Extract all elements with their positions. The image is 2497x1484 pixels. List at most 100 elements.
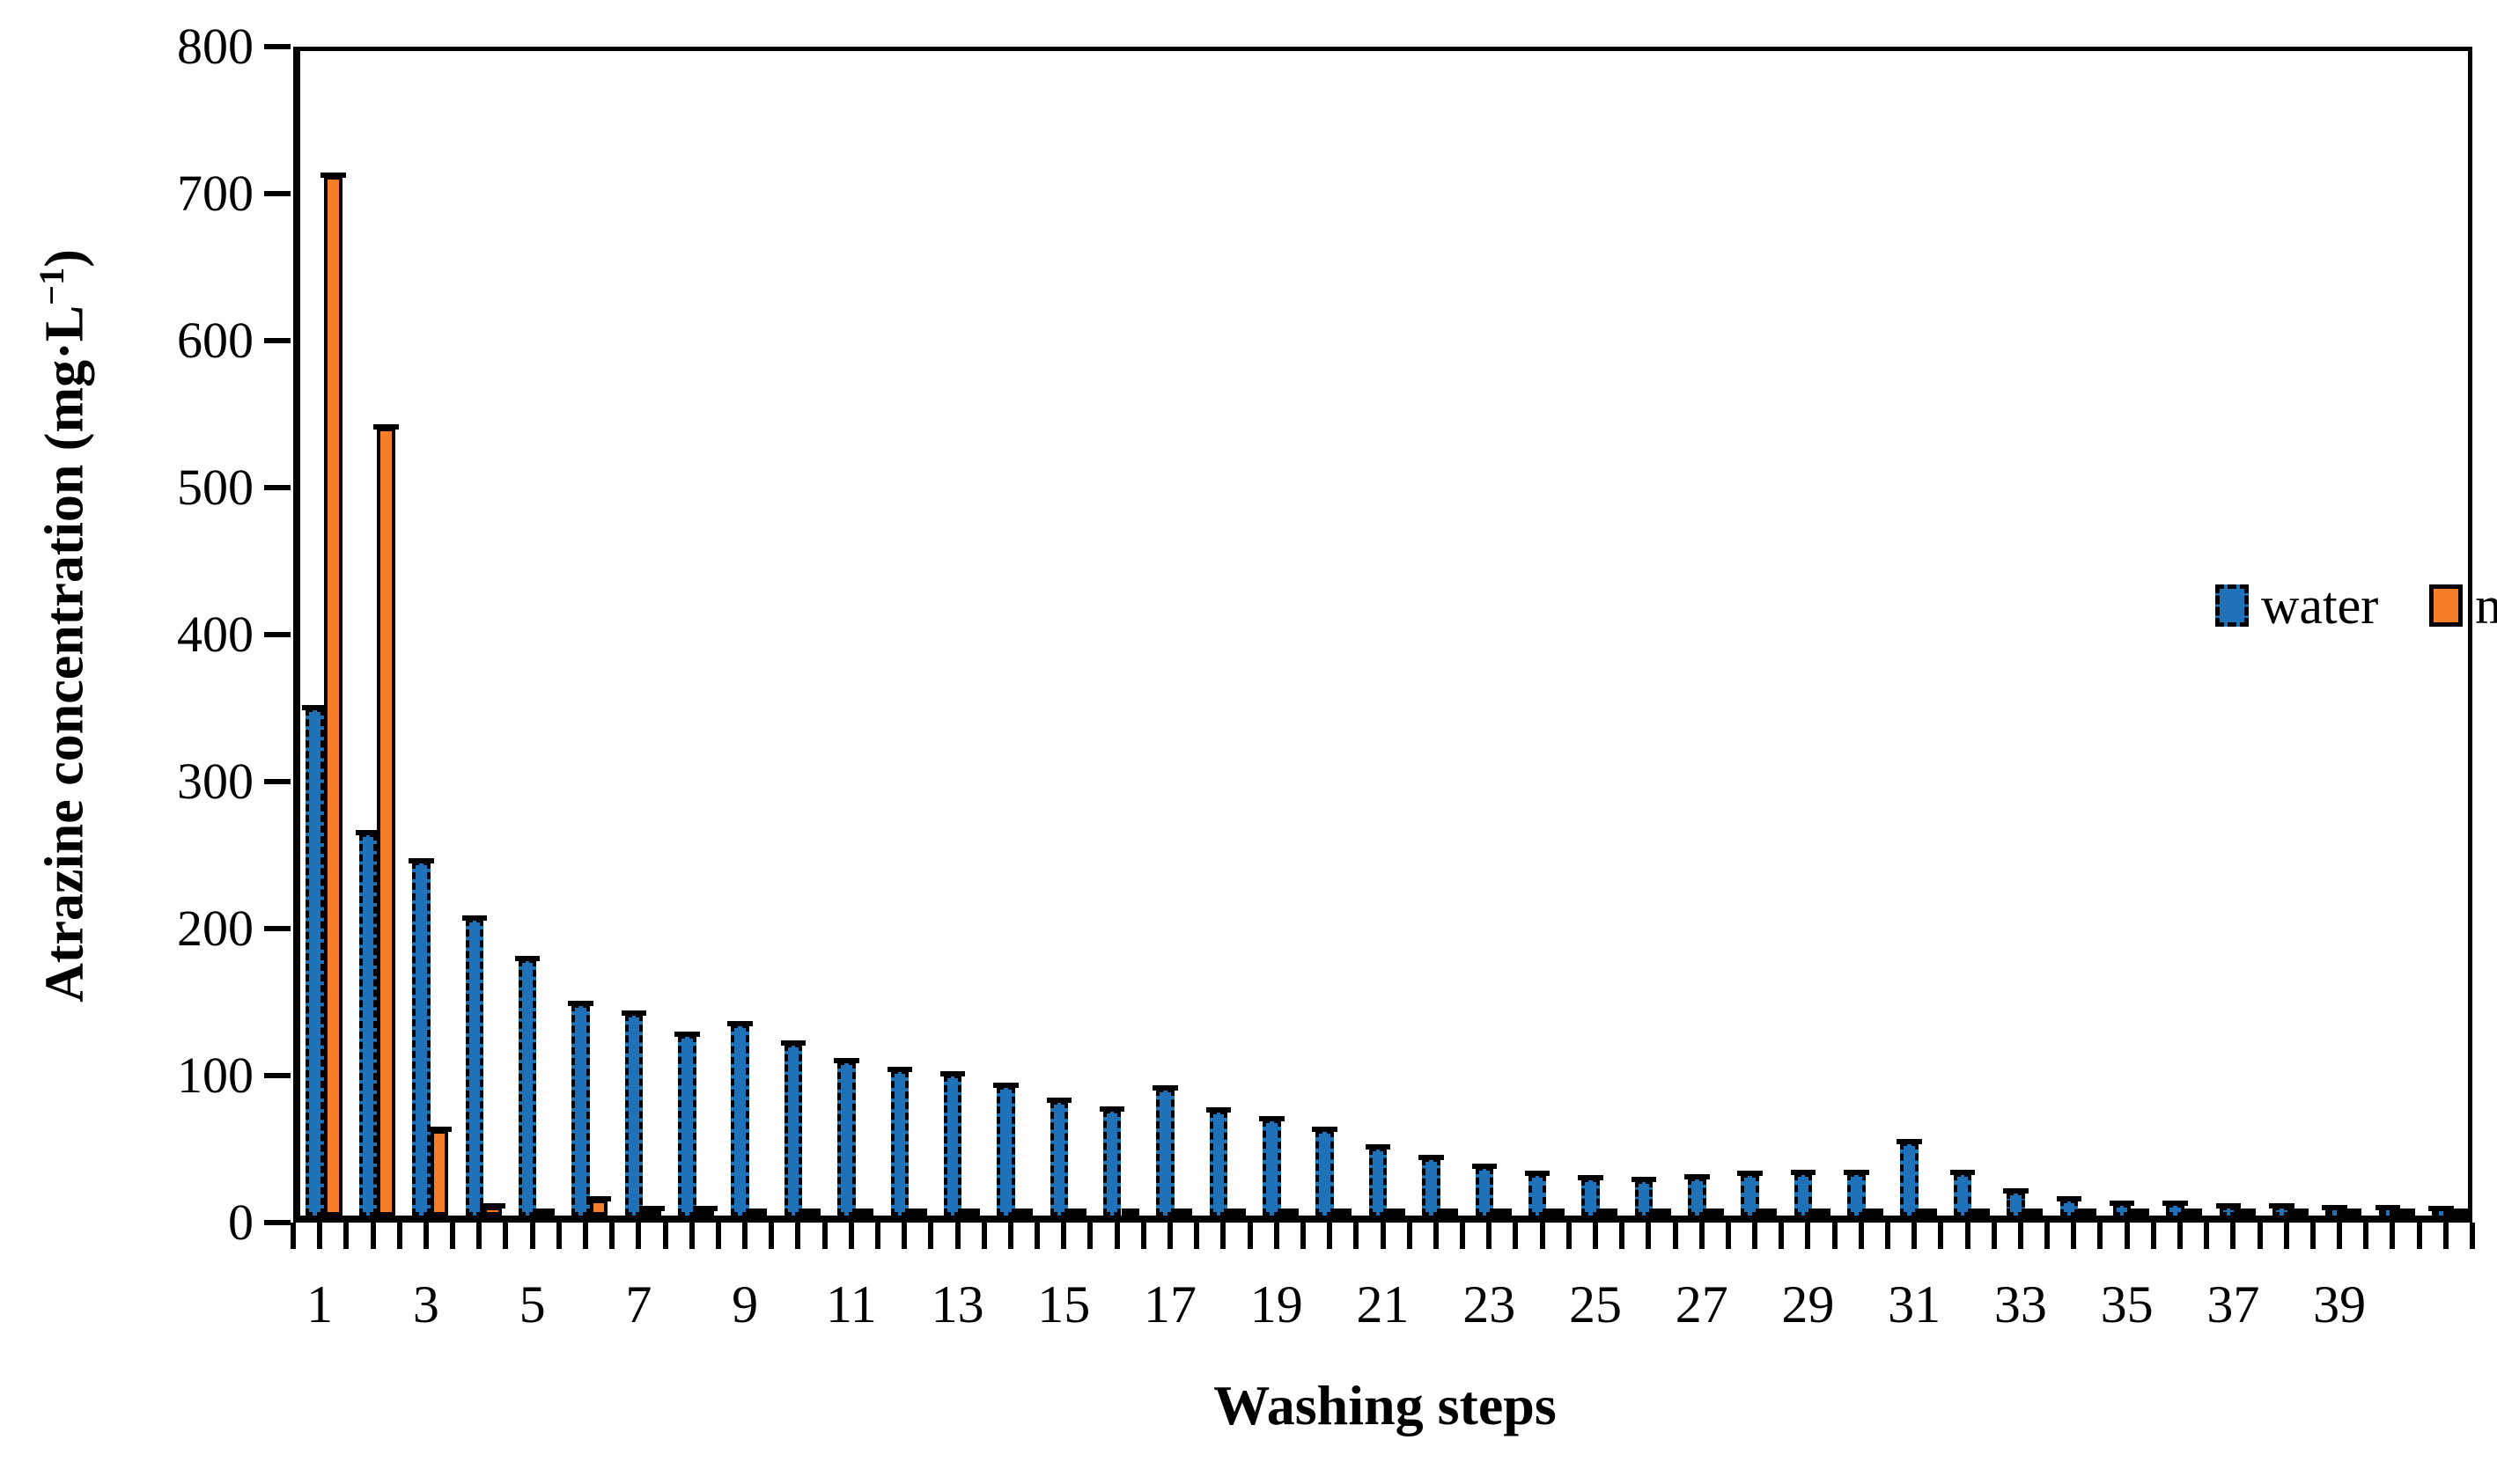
x-tick-20 — [821, 1223, 828, 1249]
water-error-cap-step-7 — [621, 1010, 647, 1017]
meoh-bar-step-24 — [1546, 1209, 1565, 1216]
y-tick-400 — [264, 632, 291, 637]
x-tick-78 — [2363, 1223, 2369, 1249]
x-tick-35 — [1220, 1223, 1226, 1249]
x-tick-60 — [1884, 1223, 1890, 1249]
water-bar-step-37 — [2219, 1206, 2238, 1216]
water-bar-step-28 — [1741, 1174, 1759, 1216]
x-tick-25 — [954, 1223, 961, 1249]
water-error-cap-step-9 — [727, 1020, 753, 1026]
y-axis-title-close-paren: ) — [34, 249, 95, 268]
x-tick-label-17: 17 — [1144, 1275, 1197, 1333]
x-tick-33 — [1167, 1223, 1174, 1249]
water-error-cap-step-15 — [1046, 1097, 1072, 1103]
x-tick-47 — [1539, 1223, 1545, 1249]
water-error-cap-step-27 — [1684, 1173, 1710, 1179]
water-bar-step-35 — [2112, 1203, 2132, 1216]
water-error-cap-step-38 — [2269, 1202, 2294, 1209]
x-tick-15 — [689, 1223, 695, 1249]
water-bar-step-38 — [2272, 1206, 2291, 1216]
meoh-bar-step-33 — [2024, 1209, 2044, 1216]
y-tick-label-400: 400 — [177, 606, 254, 663]
x-tick-label-1: 1 — [306, 1275, 334, 1333]
water-error-cap-step-30 — [1844, 1169, 1869, 1175]
x-tick-13 — [636, 1223, 642, 1249]
legend-label-meoh: meoh — [2475, 577, 2497, 635]
x-tick-28 — [1035, 1223, 1041, 1249]
water-error-cap-step-19 — [1259, 1116, 1285, 1122]
x-tick-39 — [1327, 1223, 1333, 1249]
water-bar-step-30 — [1847, 1172, 1866, 1216]
meoh-bar-step-15 — [1068, 1209, 1086, 1216]
meoh-bar-step-35 — [2131, 1209, 2149, 1216]
x-tick-label-31: 31 — [1888, 1275, 1941, 1333]
x-tick-label-21: 21 — [1356, 1275, 1410, 1333]
meoh-bar-step-16 — [1121, 1209, 1140, 1216]
x-tick-56 — [1779, 1223, 1785, 1249]
x-tick-40 — [1353, 1223, 1359, 1249]
water-error-cap-step-10 — [780, 1040, 807, 1046]
x-tick-50 — [1619, 1223, 1625, 1249]
water-bar-step-14 — [997, 1086, 1015, 1216]
x-tick-label-7: 7 — [625, 1275, 652, 1333]
meoh-bar-step-41 — [2449, 1209, 2469, 1216]
x-tick-68 — [2097, 1223, 2103, 1249]
water-error-cap-step-18 — [1205, 1107, 1232, 1113]
water-bar-step-32 — [1953, 1172, 1972, 1216]
y-tick-200 — [264, 926, 291, 931]
meoh-bar-step-1 — [324, 176, 343, 1216]
meoh-error-cap-step-6 — [586, 1195, 612, 1201]
meoh-bar-step-19 — [1280, 1209, 1300, 1216]
water-error-cap-step-17 — [1153, 1085, 1178, 1091]
x-tick-26 — [981, 1223, 987, 1249]
x-tick-1 — [317, 1223, 323, 1249]
water-error-cap-step-21 — [1365, 1144, 1391, 1150]
x-tick-57 — [1805, 1223, 1811, 1249]
x-tick-11 — [583, 1223, 588, 1249]
x-tick-27 — [1007, 1223, 1013, 1249]
water-bar-step-8 — [678, 1034, 696, 1216]
x-tick-label-37: 37 — [2206, 1275, 2260, 1333]
water-bar-step-34 — [2059, 1199, 2079, 1216]
y-axis-title: Atrazine concentration (mg·L−1) — [32, 36, 95, 1216]
y-tick-label-800: 800 — [177, 18, 254, 75]
water-error-cap-step-31 — [1897, 1138, 1922, 1144]
water-error-cap-step-12 — [887, 1066, 913, 1072]
x-tick-61 — [1911, 1223, 1918, 1249]
meoh-bar-step-5 — [536, 1209, 555, 1216]
x-tick-23 — [902, 1223, 908, 1249]
water-error-cap-step-28 — [1737, 1171, 1763, 1177]
water-error-cap-step-4 — [461, 915, 488, 921]
x-tick-59 — [1858, 1223, 1864, 1249]
x-tick-74 — [2257, 1223, 2263, 1249]
x-tick-19 — [795, 1223, 801, 1249]
water-error-cap-step-41 — [2428, 1206, 2454, 1212]
x-tick-9 — [529, 1223, 535, 1249]
meoh-error-cap-step-8 — [692, 1206, 718, 1212]
water-bar-step-1 — [306, 708, 324, 1216]
water-bar-step-13 — [943, 1074, 962, 1216]
x-tick-52 — [1672, 1223, 1678, 1249]
plot-area: water meoh — [293, 47, 2497, 1223]
water-bar-step-24 — [1528, 1174, 1547, 1216]
y-tick-300 — [264, 779, 291, 784]
meoh-error-cap-step-1 — [320, 173, 346, 179]
meoh-bar-step-31 — [1918, 1209, 1937, 1216]
x-tick-66 — [2044, 1223, 2051, 1249]
water-error-cap-step-40 — [2375, 1204, 2401, 1210]
meoh-bar-step-22 — [1440, 1209, 1459, 1216]
x-tick-70 — [2150, 1223, 2156, 1249]
x-tick-63 — [1964, 1223, 1970, 1249]
x-tick-label-9: 9 — [732, 1275, 759, 1333]
meoh-bar-step-2 — [377, 427, 395, 1216]
y-tick-800 — [264, 44, 291, 49]
x-tick-label-27: 27 — [1675, 1275, 1728, 1333]
x-tick-29 — [1061, 1223, 1067, 1249]
water-error-cap-step-2 — [355, 829, 381, 835]
water-bar-step-12 — [890, 1069, 910, 1216]
legend-label-water: water — [2261, 577, 2379, 635]
meoh-bar-step-12 — [909, 1209, 927, 1216]
water-bar-step-33 — [2007, 1192, 2025, 1216]
water-bar-step-22 — [1422, 1157, 1440, 1216]
legend-item-water: water — [2215, 579, 2378, 632]
